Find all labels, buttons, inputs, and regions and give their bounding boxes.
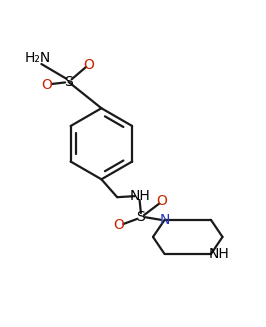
Text: O: O bbox=[83, 58, 94, 72]
Text: O: O bbox=[156, 195, 167, 208]
Text: O: O bbox=[41, 77, 52, 92]
Text: S: S bbox=[64, 75, 73, 89]
Text: S: S bbox=[136, 210, 145, 224]
Text: NH: NH bbox=[129, 189, 150, 203]
Text: N: N bbox=[159, 213, 170, 227]
Text: O: O bbox=[113, 218, 124, 232]
Text: H₂N: H₂N bbox=[25, 51, 51, 65]
Text: NH: NH bbox=[209, 247, 229, 261]
